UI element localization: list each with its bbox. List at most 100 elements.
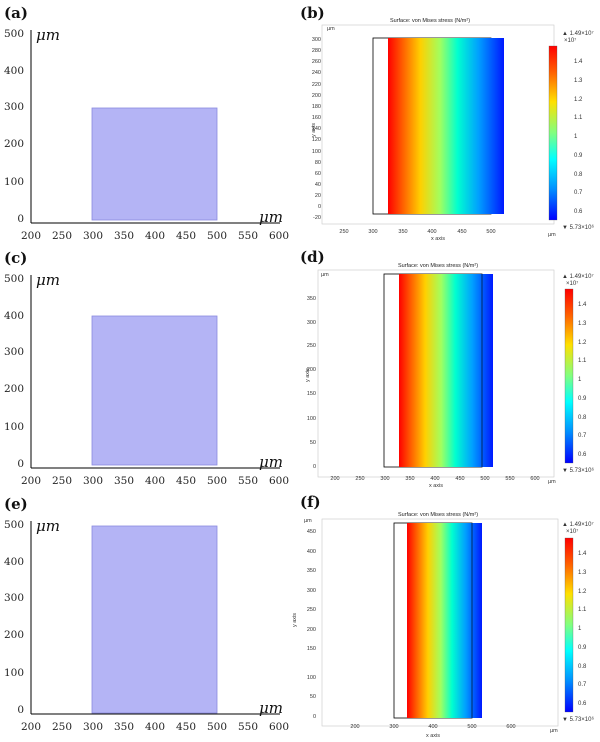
geometry-rectangle xyxy=(91,525,218,714)
colorbar-tick: 0.6 xyxy=(578,701,587,707)
y-tick: 40 xyxy=(315,182,321,188)
x-tick: 350 xyxy=(114,475,134,487)
y-unit-label: μm xyxy=(36,271,60,289)
y-tick: 200 xyxy=(4,138,24,150)
colorbar-exponent: ×10⁷ xyxy=(564,37,576,44)
y-unit-label: µm xyxy=(304,518,312,524)
y-tick: 0 xyxy=(313,714,316,720)
colorbar-ticks: 1.4 1.3 1.2 1.1 1 0.9 0.8 0.7 0.6 xyxy=(578,302,587,458)
colorbar-tick: 1.2 xyxy=(578,589,587,595)
y-ticks: 500 400 300 200 100 0 xyxy=(4,519,24,716)
x-tick: 300 xyxy=(389,724,398,730)
y-tick: 250 xyxy=(307,607,316,613)
x-tick: 500 xyxy=(207,230,227,242)
y-tick: 140 xyxy=(312,126,321,132)
y-tick: 120 xyxy=(312,137,321,143)
y-tick: 100 xyxy=(4,176,24,188)
panel-e: (e) μm μm 500 400 300 200 100 0 200 250 … xyxy=(4,495,289,733)
x-ticks: 200 300 400 500 600 xyxy=(350,724,515,730)
colorbar-tick: 0.8 xyxy=(578,415,587,421)
stress-field xyxy=(388,38,504,214)
x-tick: 200 xyxy=(350,724,359,730)
x-tick: 600 xyxy=(506,724,515,730)
plot-frame xyxy=(317,269,555,478)
y-tick: 20 xyxy=(315,193,321,199)
y-tick: 450 xyxy=(307,529,316,535)
panel-label: (d) xyxy=(300,248,325,266)
x-unit-label: µm xyxy=(548,232,556,238)
colorbar xyxy=(564,288,574,464)
x-tick: 450 xyxy=(176,230,196,242)
stress-field xyxy=(399,274,493,467)
stress-field xyxy=(407,523,482,718)
colorbar-tick: 0.9 xyxy=(574,153,583,159)
colorbar-tick: 1.4 xyxy=(578,551,587,557)
y-tick: 150 xyxy=(307,391,316,397)
y-axis-label: y axis xyxy=(292,613,298,627)
colorbar-tick: 1 xyxy=(578,626,582,632)
y-unit-label: µm xyxy=(321,272,329,278)
geometry-rectangle xyxy=(91,107,218,221)
y-tick: 100 xyxy=(4,667,24,679)
colorbar-max: ▲ 1.49×10⁷ xyxy=(562,30,594,37)
y-tick: 500 xyxy=(4,273,24,285)
x-axis-label: x axis xyxy=(431,236,445,242)
panel-c: (c) μm μm 500 400 300 200 100 0 200 250 … xyxy=(4,249,289,487)
colorbar-tick: 1.2 xyxy=(578,340,587,346)
x-tick: 300 xyxy=(83,230,103,242)
x-tick: 400 xyxy=(430,476,439,482)
y-tick: 400 xyxy=(4,310,24,322)
x-unit-label: µm xyxy=(550,728,558,734)
plot-title: Surface: von Mises stress (N/m²) xyxy=(398,263,478,269)
x-tick: 600 xyxy=(269,475,289,487)
x-ticks: 200 250 300 350 400 450 500 550 600 xyxy=(21,230,289,242)
x-unit-label: μm xyxy=(259,453,283,471)
x-tick: 550 xyxy=(505,476,514,482)
y-tick: 300 xyxy=(307,588,316,594)
plot-frame xyxy=(321,518,559,727)
panel-label: (c) xyxy=(4,249,27,267)
x-tick: 400 xyxy=(145,721,165,733)
colorbar-exponent: ×10⁷ xyxy=(566,280,578,287)
x-axis-label: x axis xyxy=(429,483,443,489)
x-unit-label: μm xyxy=(259,699,283,717)
y-tick: 80 xyxy=(315,160,321,166)
x-ticks: 250 300 350 400 450 500 xyxy=(339,229,495,235)
colorbar-tick: 0.6 xyxy=(578,452,587,458)
colorbar-tick: 1.4 xyxy=(574,59,583,65)
y-tick: 400 xyxy=(4,65,24,77)
y-tick: 240 xyxy=(312,70,321,76)
y-ticks: 450 400 350 300 250 200 150 100 50 0 xyxy=(307,529,316,720)
x-tick: 300 xyxy=(368,229,377,235)
y-tick: 220 xyxy=(312,82,321,88)
x-tick: 200 xyxy=(21,230,41,242)
y-tick: 0 xyxy=(17,704,24,716)
y-tick: 280 xyxy=(312,48,321,54)
x-tick: 400 xyxy=(428,724,437,730)
colorbar-max: ▲ 1.49×10⁷ xyxy=(562,273,594,280)
panel-d: (d) Surface: von Mises stress (N/m²) µm … xyxy=(300,248,594,489)
y-tick: 500 xyxy=(4,519,24,531)
y-tick: 350 xyxy=(307,296,316,302)
x-tick: 200 xyxy=(330,476,339,482)
colorbar-ticks: 1.4 1.3 1.2 1.1 1 0.9 0.8 0.7 0.6 xyxy=(578,551,587,707)
colorbar-tick: 1 xyxy=(574,134,578,140)
colorbar-tick: 0.7 xyxy=(578,682,587,688)
y-tick: 200 xyxy=(307,367,316,373)
x-tick: 500 xyxy=(207,475,227,487)
x-tick: 500 xyxy=(486,229,495,235)
y-unit-label: μm xyxy=(36,26,60,44)
y-tick: 160 xyxy=(312,115,321,121)
plot-title: Surface: von Mises stress (N/m²) xyxy=(390,18,470,24)
y-tick: 350 xyxy=(307,568,316,574)
y-ticks: 500 400 300 200 100 0 xyxy=(4,28,24,225)
colorbar-min: ▼ 5.73×10⁶ xyxy=(562,224,594,231)
x-tick: 200 xyxy=(21,475,41,487)
x-tick: 250 xyxy=(52,721,72,733)
y-tick: 300 xyxy=(4,592,24,604)
x-tick: 450 xyxy=(176,475,196,487)
x-tick: 600 xyxy=(269,230,289,242)
y-axis-label: y axis xyxy=(311,123,317,137)
y-tick: 250 xyxy=(307,343,316,349)
